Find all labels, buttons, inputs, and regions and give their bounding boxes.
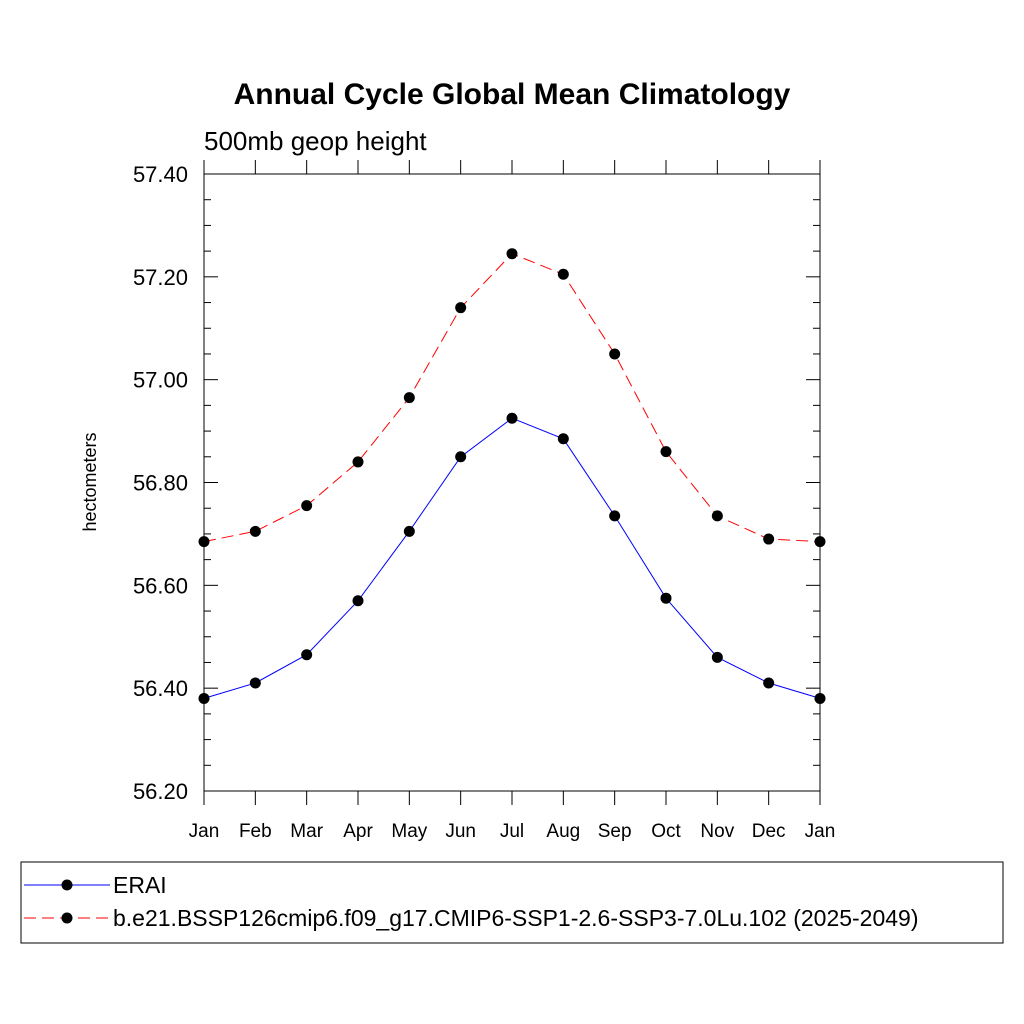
series-1-point — [506, 412, 518, 424]
series-1-point — [711, 651, 723, 663]
x-tick-label: Oct — [651, 821, 681, 842]
x-tick-label: Mar — [290, 821, 323, 842]
series-group — [198, 248, 826, 704]
x-tick-label: Apr — [343, 821, 373, 842]
series-2-point — [609, 348, 621, 360]
y-tick-label: 56.80 — [133, 471, 188, 496]
series-line-2 — [203, 253, 821, 543]
series-2-point — [198, 536, 210, 548]
legend-marker-1 — [61, 879, 73, 891]
series-2-point — [249, 525, 261, 537]
series-1-point — [609, 510, 621, 522]
x-tick-label: Nov — [700, 821, 734, 842]
series-1-point — [763, 677, 775, 689]
y-tick-label: 57.00 — [133, 368, 188, 393]
series-2-point — [301, 500, 313, 512]
series-2-point — [403, 392, 415, 404]
y-tick-label: 56.20 — [133, 779, 188, 804]
series-2-point — [711, 510, 723, 522]
legend-box — [20, 861, 1004, 944]
y-tick-label: 57.20 — [133, 265, 188, 290]
series-2-point — [763, 533, 775, 545]
x-tick-label: May — [391, 821, 427, 842]
series-2-point — [455, 302, 467, 314]
plot-frame — [203, 173, 821, 792]
x-tick-label: Jan — [189, 821, 220, 842]
series-1-point — [557, 433, 569, 445]
series-2-point — [814, 536, 826, 548]
series-line-1 — [203, 417, 821, 699]
legend-marker-2 — [61, 912, 73, 924]
series-1-point — [301, 649, 313, 661]
legend-label-2: b.e21.BSSP126cmip6.f09_g17.CMIP6-SSP1-2.… — [113, 905, 919, 931]
series-1-point — [198, 692, 210, 704]
series-2-point — [557, 268, 569, 280]
axes — [203, 160, 821, 805]
series-1-point — [814, 692, 826, 704]
x-tick-label: Jun — [445, 821, 476, 842]
y-tick-label: 57.40 — [133, 162, 188, 187]
x-tick-label: Jan — [805, 821, 836, 842]
series-2-point — [660, 446, 672, 458]
y-tick-labels: 56.20 56.40 56.60 56.80 57.00 57.20 57.40 — [133, 162, 188, 804]
series-2-point — [506, 248, 518, 260]
y-axis-label: hectometers — [80, 432, 100, 531]
series-1-point — [352, 595, 364, 607]
legend: ERAI b.e21.BSSP126cmip6.f09_g17.CMIP6-SSP… — [24, 872, 919, 931]
x-tick-labels: Jan Feb Mar Apr May Jun Jul Aug Sep Oct Nov Dec Jan — [189, 821, 836, 842]
x-tick-label: Aug — [546, 821, 580, 842]
series-2-point — [352, 456, 364, 468]
x-tick-label: Dec — [752, 821, 786, 842]
y-tick-label: 56.60 — [133, 573, 188, 598]
series-1-point — [249, 677, 261, 689]
x-tick-label: Jul — [500, 821, 524, 842]
y-tick-label: 56.40 — [133, 676, 188, 701]
x-tick-label: Sep — [598, 821, 632, 842]
chart-title: Annual Cycle Global Mean Climatology — [234, 78, 791, 111]
series-1-point — [660, 592, 672, 604]
legend-label-1: ERAI — [113, 872, 167, 898]
x-tick-label: Feb — [239, 821, 272, 842]
chart-subtitle: 500mb geop height — [204, 126, 427, 156]
series-1-point — [455, 451, 467, 463]
series-1-point — [403, 525, 415, 537]
